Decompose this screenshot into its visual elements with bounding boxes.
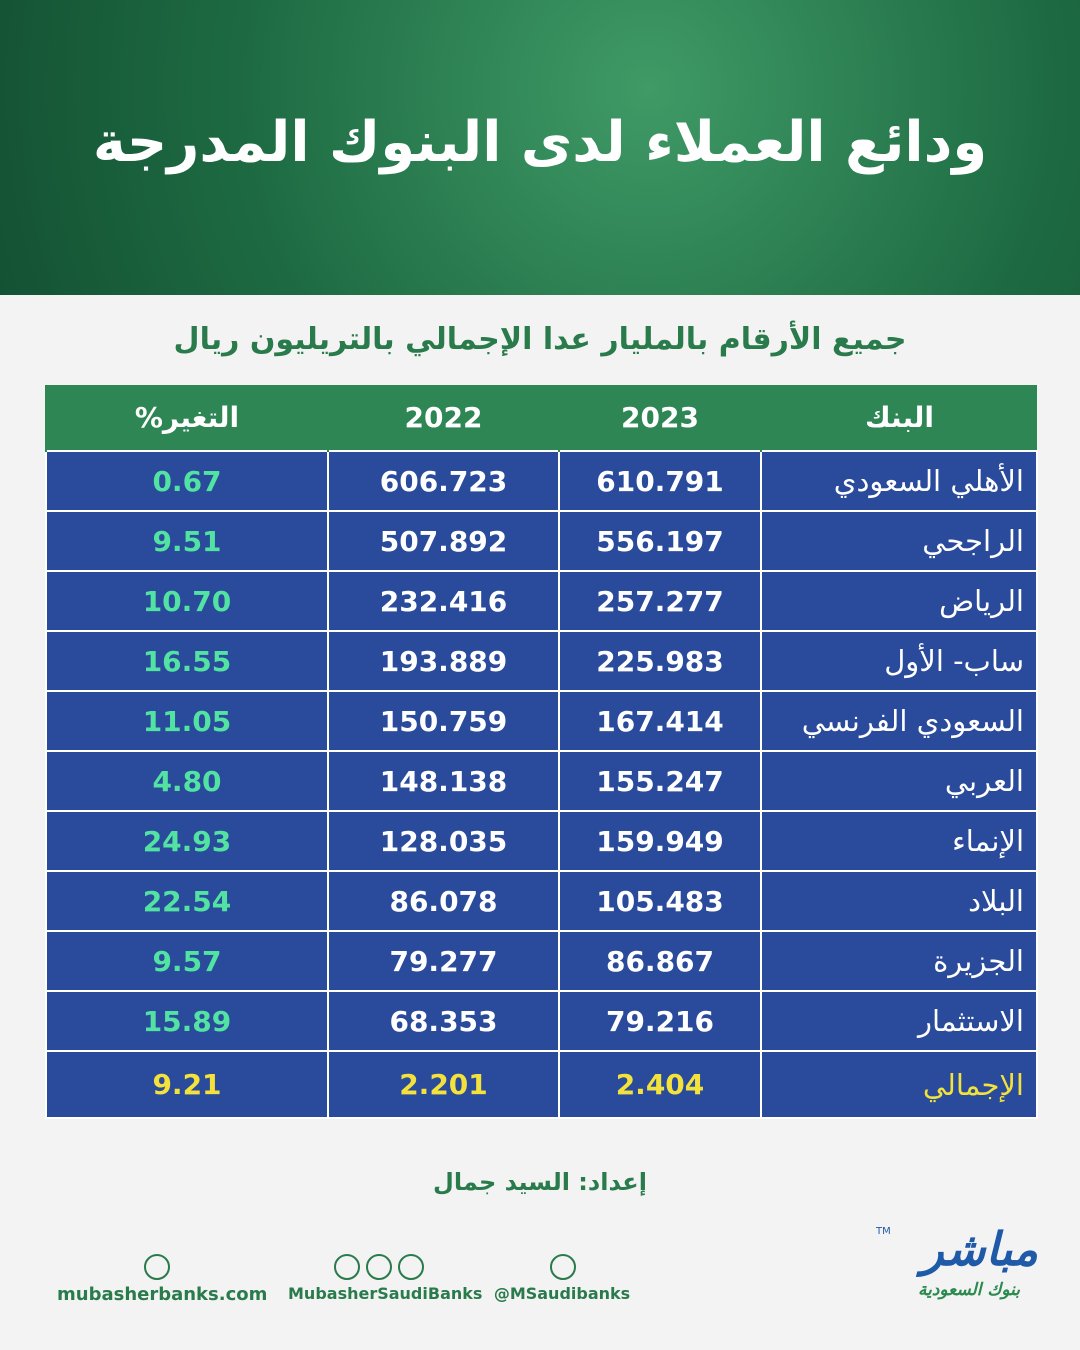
title: ودائع العملاء لدى البنوك المدرجة <box>92 110 988 175</box>
cell-value: 86.078 <box>327 870 560 932</box>
cell-value: 9.51 <box>45 510 329 572</box>
cell-value: 128.035 <box>327 810 560 872</box>
bank-name: ساب- الأول <box>760 630 1038 692</box>
table-row: الراجحي 556.197 507.892 9.51 <box>45 510 1038 572</box>
table-row: البلاد 105.483 86.078 22.54 <box>45 870 1038 932</box>
cell-value: 148.138 <box>327 750 560 812</box>
cell-value: 11.05 <box>45 690 329 752</box>
column-header: التغير% <box>45 385 328 451</box>
cell-value: 2.201 <box>327 1050 560 1119</box>
table-row: الجزيرة 86.867 79.277 9.57 <box>45 930 1038 992</box>
bank-name: الجزيرة <box>760 930 1038 992</box>
bank-name: البلاد <box>760 870 1038 932</box>
cell-value: 193.889 <box>327 630 560 692</box>
table-row: السعودي الفرنسي 167.414 150.759 11.05 <box>45 690 1038 752</box>
cell-value: 159.949 <box>558 810 762 872</box>
table-row: الاستثمار 79.216 68.353 15.89 <box>45 990 1038 1052</box>
cell-value: 507.892 <box>327 510 560 572</box>
cell-value: 79.216 <box>558 990 762 1052</box>
cell-value: 86.867 <box>558 930 762 992</box>
website[interactable]: mubasherbanks.com <box>57 1284 268 1305</box>
facebook-icon <box>334 1254 360 1280</box>
table-row: ساب- الأول 225.983 193.889 16.55 <box>45 630 1038 692</box>
bank-name: الراجحي <box>760 510 1038 572</box>
bank-name: العربي <box>760 750 1038 812</box>
subtitle: جميع الأرقام بالمليار عدا الإجمالي بالتر… <box>173 322 907 357</box>
total-row: الإجمالي 2.404 2.201 9.21 <box>45 1050 1038 1119</box>
bank-name: الإجمالي <box>760 1050 1038 1119</box>
logo-tagline: بنوك السعودية <box>917 1280 1020 1300</box>
linkedin-icon <box>398 1254 424 1280</box>
column-header: 2022 <box>327 385 559 451</box>
twitter-icon <box>550 1254 576 1280</box>
bank-name: الأهلي السعودي <box>760 450 1038 512</box>
table-row: الأهلي السعودي 610.791 606.723 0.67 <box>45 450 1038 512</box>
cell-value: 257.277 <box>558 570 762 632</box>
cell-value: 610.791 <box>558 450 762 512</box>
cell-value: 225.983 <box>558 630 762 692</box>
table-row: العربي 155.247 148.138 4.80 <box>45 750 1038 812</box>
table-row: الرياض 257.277 232.416 10.70 <box>45 570 1038 632</box>
table-row: الإنماء 159.949 128.035 24.93 <box>45 810 1038 872</box>
cell-value: 2.404 <box>558 1050 762 1119</box>
instagram-icon <box>366 1254 392 1280</box>
social-handle[interactable]: MubasherSaudiBanks <box>288 1284 483 1303</box>
globe-icon <box>144 1254 170 1280</box>
cell-value: 79.277 <box>327 930 560 992</box>
bank-name: الاستثمار <box>760 990 1038 1052</box>
column-header: 2023 <box>558 385 761 451</box>
logo-name: مباشر <box>921 1222 1038 1276</box>
cell-value: 606.723 <box>327 450 560 512</box>
cell-value: 22.54 <box>45 870 329 932</box>
cell-value: 24.93 <box>45 810 329 872</box>
trademark: TM <box>876 1226 891 1237</box>
cell-value: 0.67 <box>45 450 329 512</box>
bank-name: الإنماء <box>760 810 1038 872</box>
cell-value: 105.483 <box>558 870 762 932</box>
cell-value: 16.55 <box>45 630 329 692</box>
credit: إعداد: السيد جمال <box>433 1168 647 1196</box>
header-row: البنك 2023 2022 التغير% <box>45 385 1037 451</box>
deposits-table: البنك 2023 2022 التغير% الأهلي السعودي 610.7… <box>45 385 1038 1119</box>
cell-value: 556.197 <box>558 510 762 572</box>
cell-value: 9.57 <box>45 930 329 992</box>
cell-value: 167.414 <box>558 690 762 752</box>
cell-value: 155.247 <box>558 750 762 812</box>
cell-value: 232.416 <box>327 570 560 632</box>
column-header: البنك <box>760 385 1037 451</box>
cell-value: 10.70 <box>45 570 329 632</box>
cell-value: 9.21 <box>45 1050 329 1119</box>
cell-value: 4.80 <box>45 750 329 812</box>
twitter-handle[interactable]: @MSaudibanks <box>493 1284 631 1303</box>
header-banner <box>0 0 1080 295</box>
cell-value: 150.759 <box>327 690 560 752</box>
bank-name: الرياض <box>760 570 1038 632</box>
cell-value: 15.89 <box>45 990 329 1052</box>
cell-value: 68.353 <box>327 990 560 1052</box>
bank-name: السعودي الفرنسي <box>760 690 1038 752</box>
